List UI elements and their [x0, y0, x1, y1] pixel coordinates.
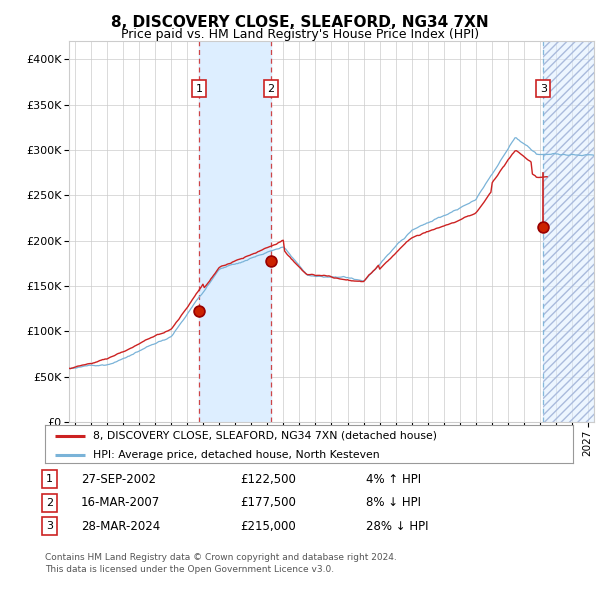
HPI: Average price, detached house, North Kesteven: (2.01e+03, 1.57e+05): Average price, detached house, North Kes…	[350, 276, 358, 283]
8, DISCOVERY CLOSE, SLEAFORD, NG34 7XN (detached house)	[336, 276, 343, 283]
Text: 1: 1	[46, 474, 53, 484]
Text: This data is licensed under the Open Government Licence v3.0.: This data is licensed under the Open Gov…	[45, 565, 334, 573]
Text: £177,500: £177,500	[240, 496, 296, 509]
HPI: Average price, detached house, North Kesteven: (2e+03, 1.16e+05): Average price, detached house, North Kes…	[182, 313, 189, 320]
8, DISCOVERY CLOSE, SLEAFORD, NG34 7XN (detached house)	[79, 362, 86, 369]
HPI: Average price, detached house, North Kesteven: (2.01e+03, 1.9e+05): Average price, detached house, North Kes…	[283, 246, 290, 253]
HPI: Average price, detached house, North Kesteven: (1.99e+03, 5.86e+04): Average price, detached house, North Kes…	[65, 365, 73, 372]
HPI: Average price, detached house, North Kesteven: (2.03e+03, 2.94e+05): Average price, detached house, North Kes…	[590, 152, 598, 159]
8, DISCOVERY CLOSE, SLEAFORD, NG34 7XN (detached house)	[67, 365, 74, 372]
HPI: Average price, detached house, North Kesteven: (2.02e+03, 3.14e+05): Average price, detached house, North Kes…	[511, 135, 518, 142]
Text: 28% ↓ HPI: 28% ↓ HPI	[366, 520, 428, 533]
Text: 28-MAR-2024: 28-MAR-2024	[81, 520, 160, 533]
Text: 8, DISCOVERY CLOSE, SLEAFORD, NG34 7XN: 8, DISCOVERY CLOSE, SLEAFORD, NG34 7XN	[111, 15, 489, 30]
8, DISCOVERY CLOSE, SLEAFORD, NG34 7XN (detached house)	[281, 248, 288, 255]
Text: 3: 3	[46, 522, 53, 531]
HPI: Average price, detached house, North Kesteven: (2.01e+03, 1.6e+05): Average price, detached house, North Kes…	[323, 273, 330, 280]
HPI: Average price, detached house, North Kesteven: (1.99e+03, 5.92e+04): Average price, detached house, North Kes…	[68, 365, 75, 372]
Text: HPI: Average price, detached house, North Kesteven: HPI: Average price, detached house, Nort…	[92, 450, 379, 460]
Text: 16-MAR-2007: 16-MAR-2007	[81, 496, 160, 509]
8, DISCOVERY CLOSE, SLEAFORD, NG34 7XN (detached house)	[197, 285, 204, 292]
Text: 27-SEP-2002: 27-SEP-2002	[81, 473, 156, 486]
Text: Contains HM Land Registry data © Crown copyright and database right 2024.: Contains HM Land Registry data © Crown c…	[45, 553, 397, 562]
Text: 2: 2	[46, 498, 53, 507]
8, DISCOVERY CLOSE, SLEAFORD, NG34 7XN (detached house)	[210, 271, 217, 278]
Text: £215,000: £215,000	[240, 520, 296, 533]
Line: 8, DISCOVERY CLOSE, SLEAFORD, NG34 7XN (detached house): 8, DISCOVERY CLOSE, SLEAFORD, NG34 7XN (…	[69, 150, 547, 369]
8, DISCOVERY CLOSE, SLEAFORD, NG34 7XN (detached house)	[513, 147, 520, 154]
Text: 4% ↑ HPI: 4% ↑ HPI	[366, 473, 421, 486]
Line: HPI: Average price, detached house, North Kesteven: HPI: Average price, detached house, Nort…	[69, 138, 594, 369]
Text: 1: 1	[196, 84, 203, 94]
Text: Price paid vs. HM Land Registry's House Price Index (HPI): Price paid vs. HM Land Registry's House …	[121, 28, 479, 41]
Text: 8, DISCOVERY CLOSE, SLEAFORD, NG34 7XN (detached house): 8, DISCOVERY CLOSE, SLEAFORD, NG34 7XN (…	[92, 431, 437, 441]
Text: 8% ↓ HPI: 8% ↓ HPI	[366, 496, 421, 509]
8, DISCOVERY CLOSE, SLEAFORD, NG34 7XN (detached house)	[544, 173, 551, 181]
Text: 3: 3	[540, 84, 547, 94]
8, DISCOVERY CLOSE, SLEAFORD, NG34 7XN (detached house)	[232, 257, 239, 264]
Text: 2: 2	[267, 84, 274, 94]
8, DISCOVERY CLOSE, SLEAFORD, NG34 7XN (detached house)	[65, 365, 73, 372]
HPI: Average price, detached house, North Kesteven: (2.03e+03, 2.95e+05): Average price, detached house, North Kes…	[583, 151, 590, 158]
Bar	[199, 41, 271, 422]
Bar	[544, 41, 594, 422]
Text: £122,500: £122,500	[240, 473, 296, 486]
Bar	[544, 41, 594, 422]
